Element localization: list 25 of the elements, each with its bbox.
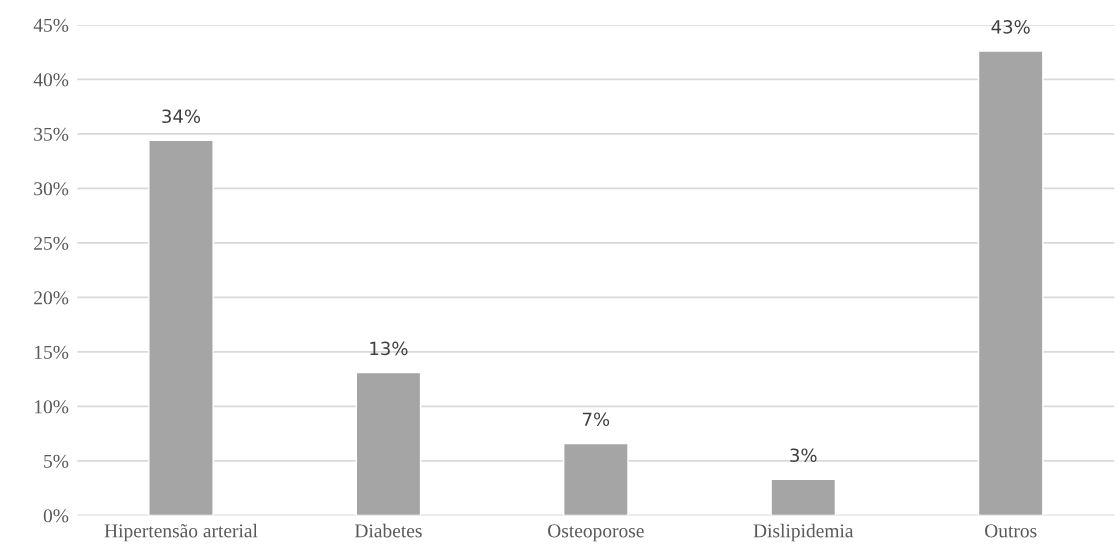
data-label: 13% — [370, 341, 408, 356]
data-label: 3% — [790, 448, 817, 463]
bar — [562, 442, 629, 516]
y-tick-label: 0% — [43, 509, 69, 523]
x-tick-label: Diabetes — [354, 523, 422, 538]
y-tick-label: 25% — [34, 236, 69, 250]
x-tick-label: Osteoporose — [548, 524, 644, 542]
y-tick-label: 30% — [34, 182, 69, 196]
bar — [148, 139, 214, 516]
y-tick-label: 5% — [44, 454, 69, 468]
data-label: 7% — [583, 412, 610, 427]
x-tick-label: Hipertensão arterial — [104, 523, 258, 542]
data-label: 34% — [162, 109, 201, 124]
bar — [770, 478, 837, 516]
x-tick-label: Dislipidemia — [753, 523, 854, 542]
y-tick-label: 10% — [35, 400, 69, 414]
bar — [977, 50, 1044, 516]
y-tick-label: 15% — [35, 345, 69, 359]
y-tick-label: 20% — [34, 291, 69, 305]
y-tick-label: 35% — [34, 127, 69, 141]
y-tick-label: 40% — [33, 73, 69, 87]
data-label: 43% — [991, 20, 1030, 34]
x-tick-label: Outros — [985, 524, 1037, 538]
y-tick-label: 45% — [33, 18, 69, 32]
bar — [355, 371, 422, 516]
